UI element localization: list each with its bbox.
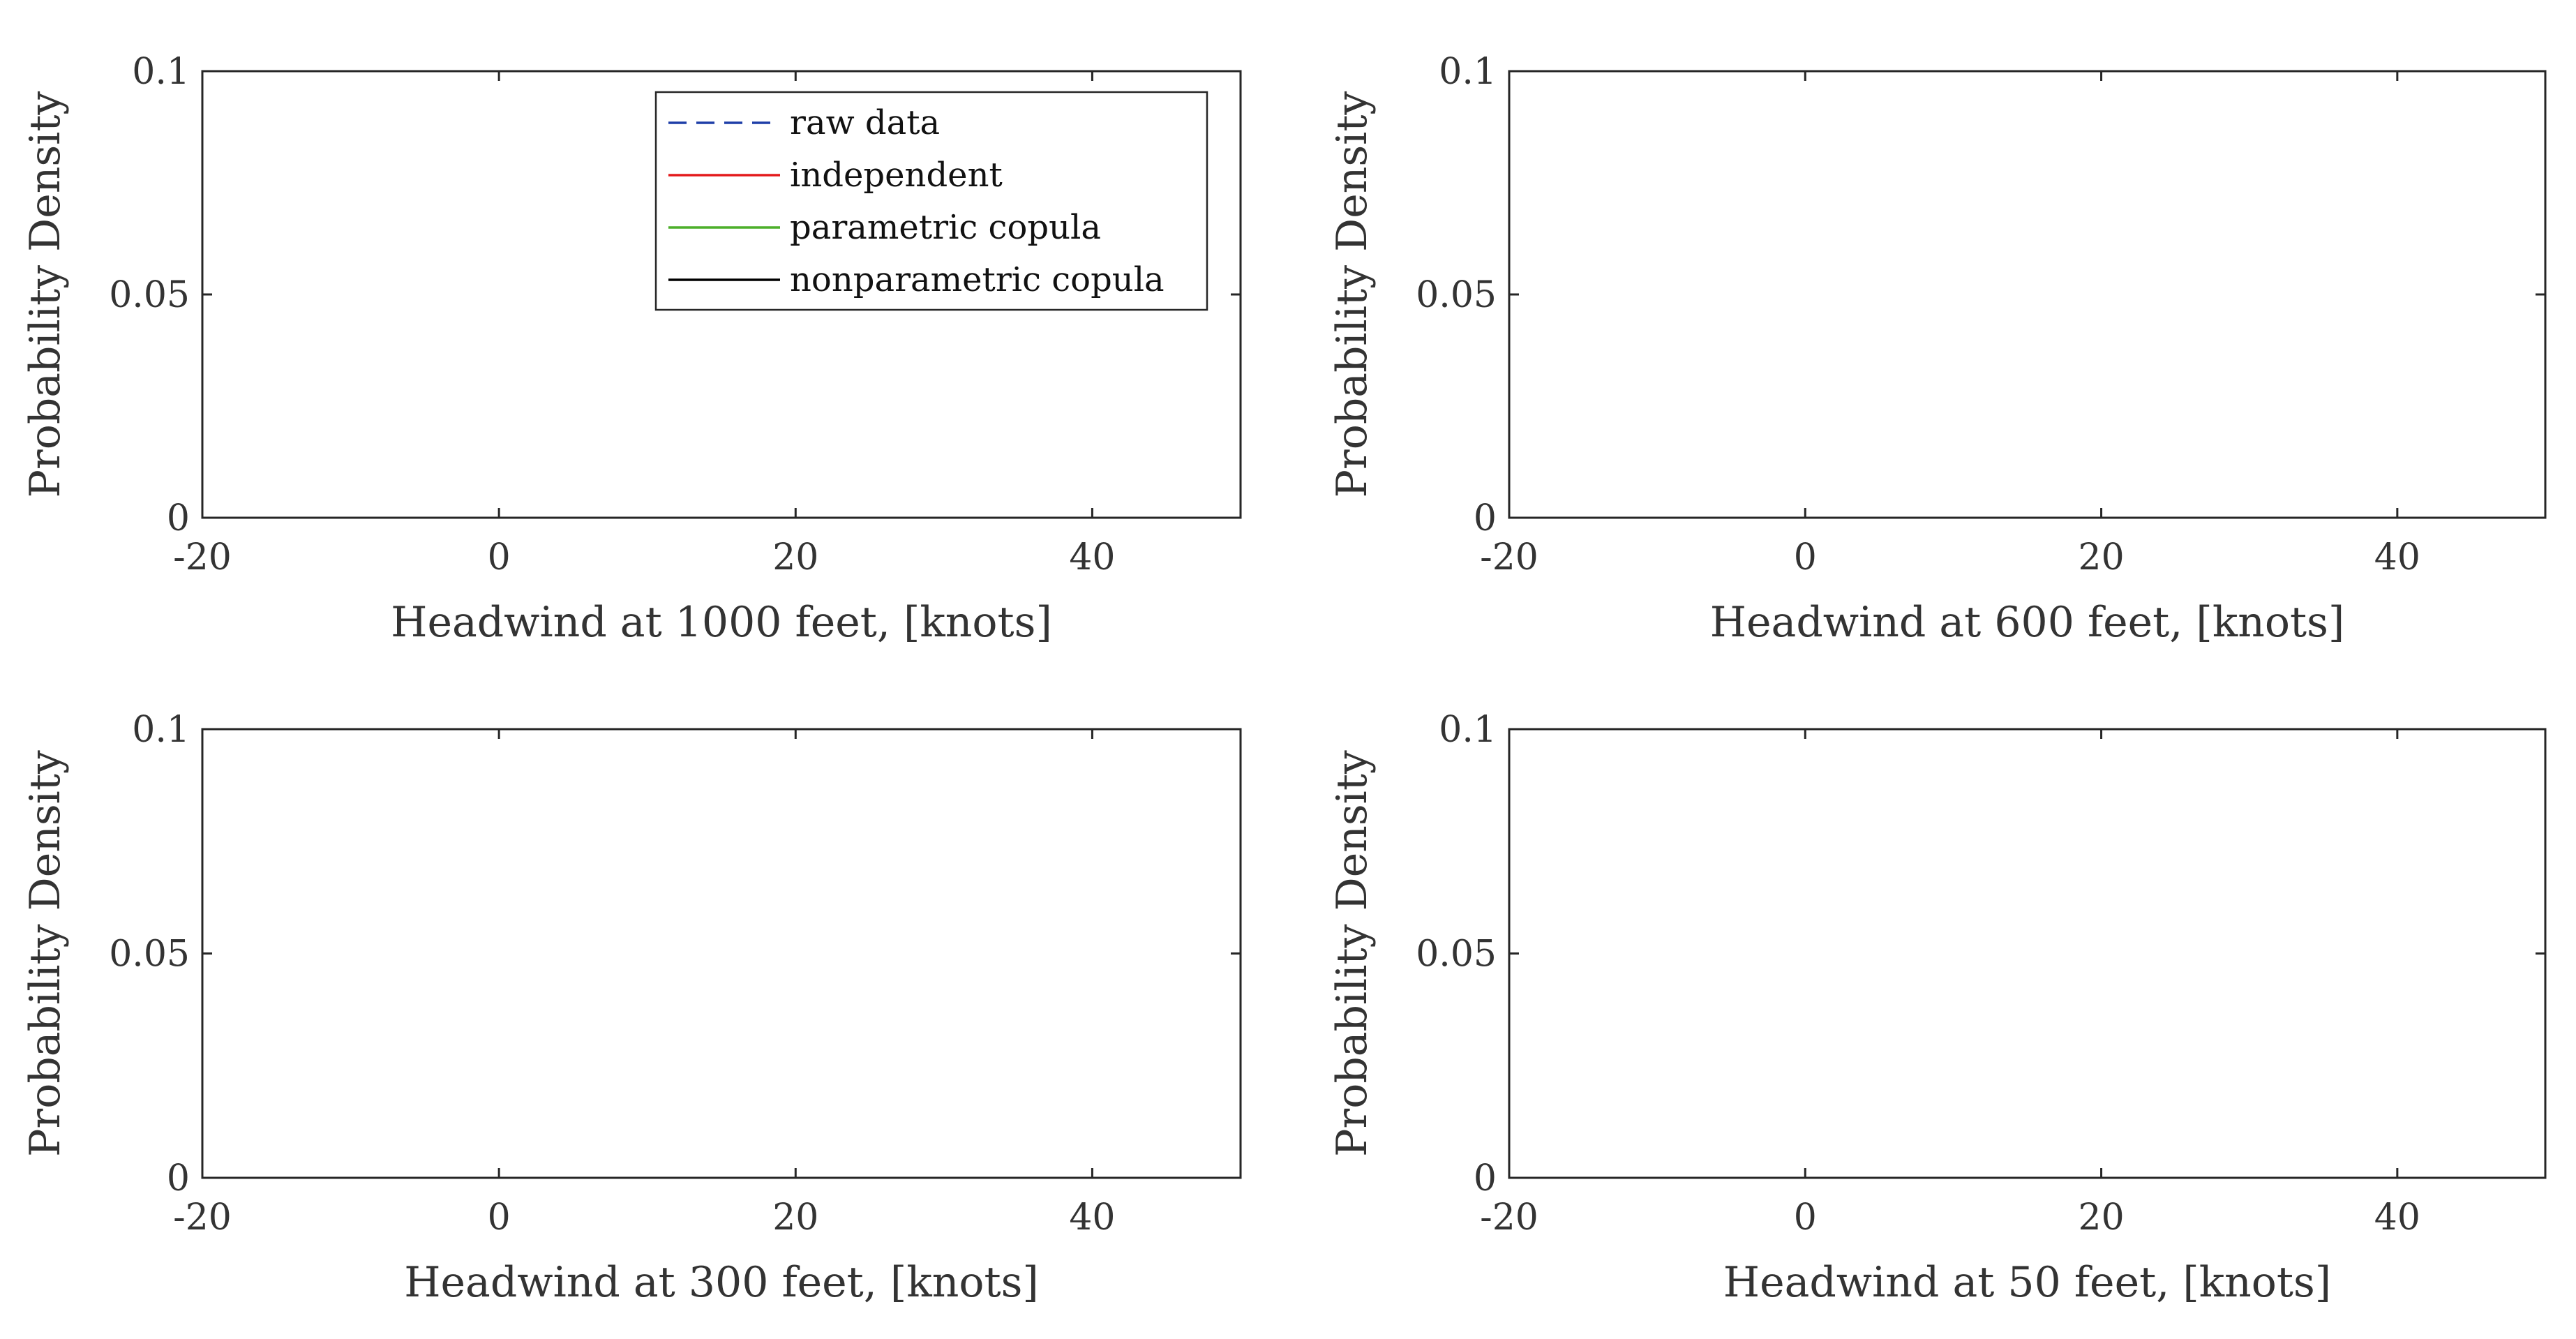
legend-label-nonparametric: nonparametric copula: [790, 260, 1165, 299]
legend-label-raw: raw data: [790, 103, 940, 142]
x-tick-label: 0: [1794, 537, 1817, 578]
x-axis-label: Headwind at 1000 feet, [knots]: [391, 598, 1052, 647]
x-tick-label: -20: [173, 537, 232, 578]
x-tick-label: 20: [2078, 537, 2124, 578]
plot-border: [201, 728, 1242, 1179]
y-tick-label: 0.1: [1439, 709, 1497, 751]
y-tick-label: 0: [167, 1158, 190, 1199]
x-axis-label: Headwind at 300 feet, [knots]: [404, 1258, 1039, 1307]
x-tick-label: 0: [1794, 1197, 1817, 1239]
x-tick-label: 20: [772, 537, 818, 578]
plot-border: [1508, 70, 2547, 519]
y-tick-label: 0: [1474, 498, 1497, 539]
legend: raw data independent parametric copula nonp…: [654, 91, 1208, 311]
legend-label-parametric: parametric copula: [790, 208, 1101, 247]
x-tick-label: 40: [1069, 1197, 1115, 1239]
y-axis-label: Probability Density: [21, 750, 70, 1157]
x-tick-label: 0: [488, 537, 511, 578]
y-axis-label: Probability Density: [1328, 91, 1377, 498]
x-tick-label: 0: [488, 1197, 511, 1239]
x-tick-label: 40: [2374, 1197, 2420, 1239]
x-tick-label: 20: [772, 1197, 818, 1239]
y-axis-label: Probability Density: [1328, 750, 1377, 1157]
x-axis-label: Headwind at 50 feet, [knots]: [1723, 1258, 2331, 1307]
legend-label-independent: independent: [790, 156, 1003, 195]
y-axis-label: Probability Density: [21, 91, 70, 498]
y-tick-label: 0.1: [132, 709, 190, 751]
y-tick-label: 0.05: [109, 934, 190, 975]
y-tick-label: 0.1: [1439, 51, 1497, 93]
plot-border: [1508, 728, 2547, 1179]
y-tick-label: 0.05: [1416, 274, 1497, 316]
y-tick-label: 0.1: [132, 51, 190, 93]
x-tick-label: 20: [2078, 1197, 2124, 1239]
y-tick-label: 0.05: [1416, 934, 1497, 975]
y-tick-label: 0: [167, 498, 190, 539]
legend-box: [654, 91, 1208, 311]
x-tick-label: 40: [2374, 537, 2420, 578]
x-tick-label: -20: [173, 1197, 232, 1239]
x-tick-label: 40: [1069, 537, 1115, 578]
y-tick-label: 0.05: [109, 274, 190, 316]
x-axis-label: Headwind at 600 feet, [knots]: [1710, 598, 2345, 647]
x-tick-label: -20: [1480, 1197, 1538, 1239]
y-tick-label: 0: [1474, 1158, 1497, 1199]
x-tick-label: -20: [1480, 537, 1538, 578]
